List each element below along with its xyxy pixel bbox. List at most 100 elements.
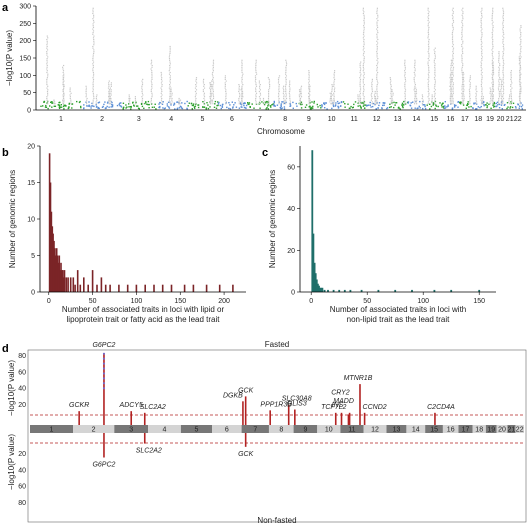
grey-point (224, 85, 226, 87)
grey-point (212, 92, 214, 94)
grey-point (109, 99, 111, 101)
grey-point (462, 64, 464, 67)
sig-point (194, 105, 197, 107)
grey-point (203, 97, 205, 100)
grey-point (360, 73, 362, 75)
grey-point (413, 77, 415, 79)
grey-point (462, 101, 464, 103)
grey-point (452, 30, 454, 32)
grey-point (499, 63, 501, 65)
grey-point (376, 51, 378, 53)
grey-point (519, 52, 521, 54)
grey-point (428, 71, 430, 74)
sig-point (137, 105, 139, 107)
grey-point (428, 11, 430, 13)
grey-point (462, 47, 464, 49)
grey-point (427, 16, 429, 18)
grey-point (331, 84, 333, 86)
sig-point (128, 106, 130, 108)
grey-point (414, 64, 416, 67)
sig-point (417, 107, 419, 109)
grey-point (209, 103, 211, 105)
sig-point (68, 103, 70, 105)
grey-point (92, 77, 94, 79)
grey-point (224, 75, 226, 77)
grey-point (259, 84, 261, 86)
sig-point (460, 101, 462, 103)
grey-point (469, 75, 471, 77)
grey-point (278, 94, 280, 96)
grey-point (62, 94, 64, 96)
sig-point (188, 102, 190, 104)
grey-point (452, 28, 454, 30)
grey-point (376, 99, 378, 101)
grey-point (278, 77, 280, 79)
grey-point (469, 90, 471, 93)
chromosome-band (317, 425, 341, 433)
grey-point (392, 99, 394, 101)
grey-point (520, 56, 522, 58)
grey-point (502, 103, 504, 105)
grey-point (363, 56, 365, 58)
grey-point (404, 96, 406, 98)
grey-point (427, 82, 429, 84)
grey-point (62, 68, 64, 70)
grey-point (519, 75, 521, 77)
grey-point (278, 97, 280, 100)
grey-point (390, 99, 392, 101)
grey-point (491, 33, 494, 35)
grey-point (462, 92, 464, 94)
grey-point (376, 18, 378, 20)
grey-point (308, 70, 310, 72)
grey-point (142, 103, 144, 105)
grey-point (390, 94, 392, 96)
grey-point (519, 30, 521, 32)
grey-point (491, 92, 493, 94)
grey-point (481, 77, 483, 79)
sig-point (93, 105, 95, 108)
grey-point (376, 75, 378, 77)
grey-point (212, 71, 214, 74)
sig-point (386, 107, 388, 110)
grey-point (150, 68, 152, 70)
grey-point (241, 66, 243, 68)
chromosome-tick-label: 14 (413, 116, 421, 123)
sig-point (360, 106, 362, 108)
grey-point (95, 97, 97, 100)
grey-point (46, 64, 48, 67)
grey-point (433, 90, 435, 93)
grey-point (331, 90, 333, 93)
sig-point (197, 106, 200, 109)
grey-point (481, 59, 483, 61)
grey-point (151, 85, 153, 87)
grey-point (431, 94, 433, 96)
grey-point (333, 97, 335, 100)
grey-point (491, 42, 494, 44)
grey-point (46, 45, 48, 48)
grey-point (363, 52, 365, 54)
grey-point (171, 97, 173, 100)
grey-point (151, 71, 153, 74)
grey-point (500, 89, 502, 91)
sig-point (190, 102, 193, 105)
grey-point (462, 40, 464, 42)
sig-point (253, 107, 255, 109)
grey-point (502, 90, 504, 93)
grey-point (93, 49, 95, 51)
sig-point (148, 107, 150, 109)
sig-point (331, 107, 333, 110)
grey-point (151, 87, 153, 89)
grey-point (498, 90, 500, 93)
sig-point (518, 107, 520, 109)
sig-point (150, 103, 153, 105)
grey-point (299, 97, 301, 100)
grey-point (256, 73, 258, 75)
grey-point (461, 59, 463, 61)
grey-point (363, 11, 365, 13)
grey-point (500, 84, 502, 86)
grey-point (278, 84, 280, 86)
grey-point (224, 99, 227, 101)
grey-point (500, 90, 502, 93)
grey-point (510, 71, 512, 74)
grey-point (92, 84, 94, 86)
